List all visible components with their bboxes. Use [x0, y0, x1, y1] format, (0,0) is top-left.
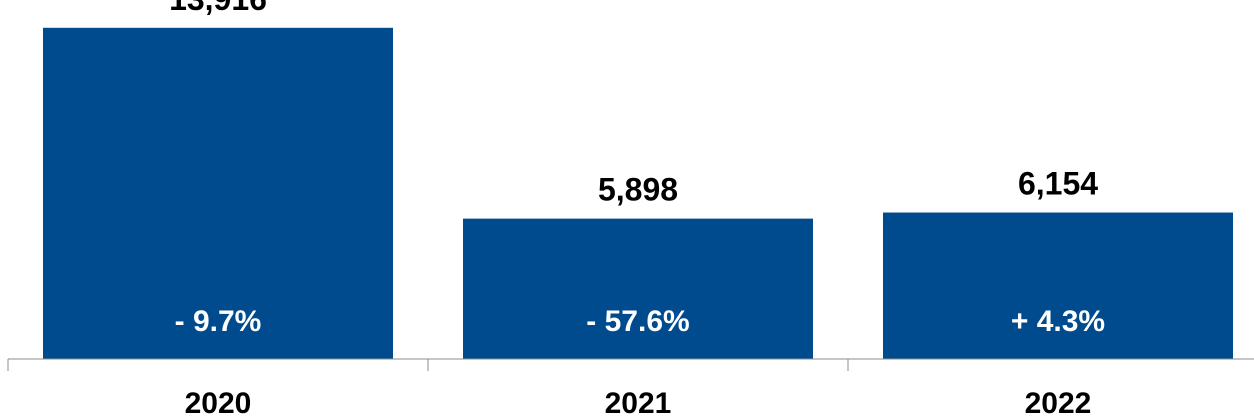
x-axis — [7, 358, 1254, 371]
bar-2022 — [883, 212, 1233, 359]
change-label-2022: + 4.3% — [1011, 305, 1105, 338]
x-tick-label-2021: 2021 — [605, 387, 672, 420]
change-label-2020: - 9.7% — [175, 305, 262, 338]
change-label-2021: - 57.6% — [586, 305, 689, 338]
value-label-2020: 13,916 — [169, 0, 267, 17]
bars-group — [43, 27, 1233, 360]
value-label-2022: 6,154 — [1018, 166, 1098, 202]
value-label-2021: 5,898 — [598, 172, 678, 208]
x-tick-label-2020: 2020 — [185, 387, 252, 420]
bar-2021 — [463, 218, 813, 359]
bar-2020 — [43, 27, 393, 360]
x-tick-label-2022: 2022 — [1025, 387, 1092, 420]
labels-group: 13,916 - 9.7% 2020 5,898 - 57.6% 2021 6,154 + 4… — [169, 0, 1105, 420]
